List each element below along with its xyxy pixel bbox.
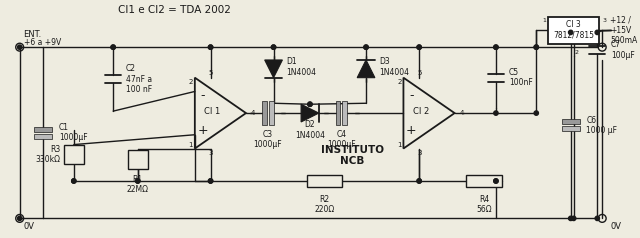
Text: CI1 e CI2 = TDA 2002: CI1 e CI2 = TDA 2002 [118, 5, 231, 15]
Text: 5: 5 [417, 70, 421, 76]
Circle shape [308, 102, 312, 106]
Circle shape [111, 45, 115, 49]
Text: C3
1000μF: C3 1000μF [253, 130, 282, 149]
Text: 0V: 0V [610, 222, 621, 231]
Bar [64, 144, 84, 164]
Circle shape [364, 45, 368, 49]
Text: CI 3: CI 3 [566, 20, 581, 29]
Circle shape [595, 30, 600, 35]
Text: D1
1N4004: D1 1N4004 [286, 57, 316, 77]
Circle shape [209, 179, 212, 183]
Bar [342, 101, 348, 125]
Circle shape [364, 45, 368, 49]
Text: 7812/7815: 7812/7815 [553, 31, 594, 40]
Circle shape [534, 45, 538, 49]
Text: 3: 3 [209, 150, 213, 156]
Circle shape [494, 179, 498, 183]
Text: C7
100μF: C7 100μF [611, 40, 635, 60]
Circle shape [209, 179, 212, 183]
Text: CI 2: CI 2 [413, 107, 429, 116]
Bar [562, 126, 580, 131]
Circle shape [494, 45, 498, 49]
Text: +6 a +9V: +6 a +9V [24, 38, 61, 47]
Polygon shape [357, 60, 375, 78]
Bar [335, 101, 340, 125]
Circle shape [417, 45, 421, 49]
Text: D2
1N4004: D2 1N4004 [295, 120, 325, 139]
Text: -: - [409, 89, 413, 102]
Text: +12 /
+15V
500mA: +12 / +15V 500mA [610, 15, 637, 45]
Bar [269, 101, 273, 125]
Text: R4
56Ω: R4 56Ω [476, 195, 492, 214]
Bar [35, 127, 52, 132]
Text: CI 1: CI 1 [204, 107, 221, 116]
Circle shape [417, 45, 421, 49]
Text: 0V: 0V [24, 222, 35, 231]
Text: C6
1000 μF: C6 1000 μF [586, 116, 618, 135]
Circle shape [494, 179, 498, 183]
Circle shape [271, 45, 276, 49]
Text: R2
220Ω: R2 220Ω [315, 195, 335, 214]
Circle shape [494, 111, 498, 115]
Text: R1
22MΩ: R1 22MΩ [127, 175, 148, 194]
Bar [128, 149, 148, 169]
Circle shape [111, 45, 115, 49]
Text: C5
100nF: C5 100nF [509, 68, 532, 87]
Text: 1: 1 [542, 18, 546, 23]
Bar [467, 175, 502, 187]
Circle shape [209, 45, 212, 49]
Text: 3: 3 [602, 18, 606, 23]
Text: 5: 5 [209, 70, 212, 76]
Text: 2: 2 [397, 79, 402, 84]
Circle shape [17, 216, 22, 221]
Text: 4: 4 [460, 110, 464, 116]
Text: -: - [200, 89, 205, 102]
Text: R3
330kΩ: R3 330kΩ [35, 145, 60, 164]
Text: INSTITUTO
NCB: INSTITUTO NCB [321, 145, 384, 166]
Bar [35, 134, 52, 139]
Circle shape [534, 111, 538, 115]
Circle shape [136, 179, 140, 183]
Circle shape [494, 45, 498, 49]
Circle shape [568, 30, 573, 35]
Text: 2: 2 [189, 79, 193, 84]
Circle shape [308, 102, 312, 106]
Circle shape [209, 45, 212, 49]
Circle shape [417, 179, 421, 183]
Text: C1
1000μF: C1 1000μF [59, 123, 88, 143]
Text: C4
1000μF: C4 1000μF [327, 130, 356, 149]
Circle shape [572, 216, 576, 221]
Text: 4: 4 [251, 110, 255, 116]
Text: 1: 1 [189, 142, 193, 148]
Text: ENT.: ENT. [24, 30, 42, 39]
Bar [262, 101, 267, 125]
Text: 1: 1 [397, 142, 402, 148]
Bar [562, 119, 580, 124]
Circle shape [72, 179, 76, 183]
Circle shape [17, 45, 22, 49]
Bar [548, 17, 599, 44]
Circle shape [595, 216, 600, 221]
Circle shape [271, 45, 276, 49]
Text: 3: 3 [417, 150, 421, 156]
Text: D3
1N4004: D3 1N4004 [379, 57, 409, 77]
Circle shape [136, 179, 140, 183]
Bar [307, 175, 342, 187]
Polygon shape [265, 60, 282, 78]
Circle shape [534, 45, 538, 49]
Text: +: + [197, 124, 208, 137]
Circle shape [568, 216, 573, 221]
Circle shape [417, 179, 421, 183]
Polygon shape [301, 104, 319, 122]
Text: 2: 2 [575, 50, 579, 55]
Text: +: + [406, 124, 417, 137]
Text: C2
47nF a
100 nF: C2 47nF a 100 nF [126, 64, 152, 94]
Circle shape [72, 179, 76, 183]
